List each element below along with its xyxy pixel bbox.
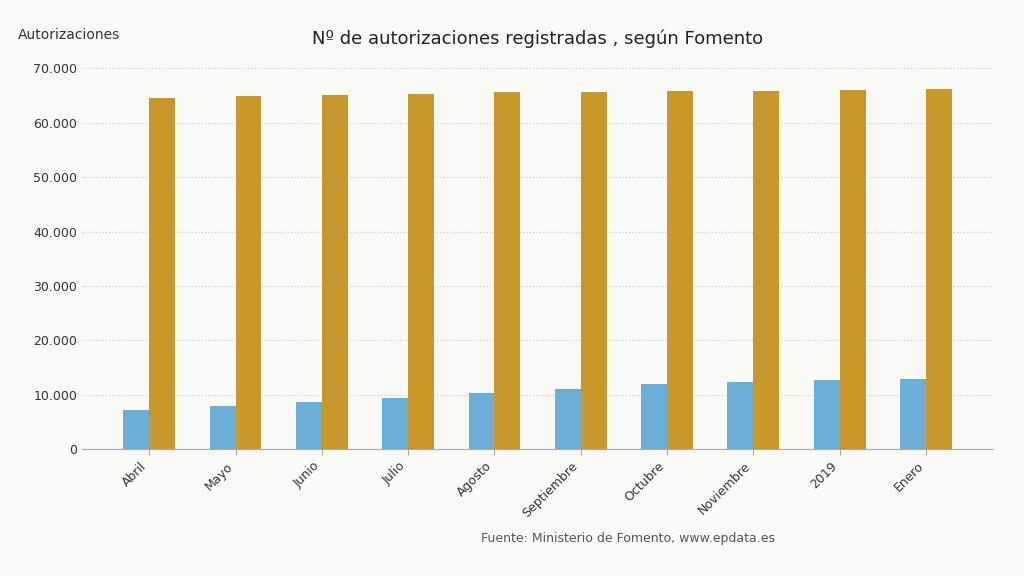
Text: Fuente: Ministerio de Fomento, www.epdata.es: Fuente: Ministerio de Fomento, www.epdat…: [481, 532, 775, 545]
Bar: [210, 406, 236, 449]
Bar: [236, 96, 261, 449]
Bar: [495, 92, 520, 449]
Bar: [926, 89, 952, 449]
Bar: [667, 92, 693, 449]
Bar: [469, 393, 495, 449]
Bar: [409, 93, 434, 449]
Bar: [123, 410, 150, 449]
Bar: [840, 90, 865, 449]
Bar: [900, 378, 926, 449]
Bar: [322, 94, 348, 449]
Bar: [754, 91, 779, 449]
Bar: [641, 384, 667, 449]
Bar: [382, 398, 409, 449]
Text: Autorizaciones: Autorizaciones: [18, 28, 121, 42]
Bar: [581, 92, 606, 449]
Bar: [296, 403, 322, 449]
Bar: [555, 389, 581, 449]
Bar: [814, 380, 840, 449]
Bar: [727, 382, 754, 449]
Title: Nº de autorizaciones registradas , según Fomento: Nº de autorizaciones registradas , según…: [312, 29, 763, 48]
Bar: [150, 98, 175, 449]
